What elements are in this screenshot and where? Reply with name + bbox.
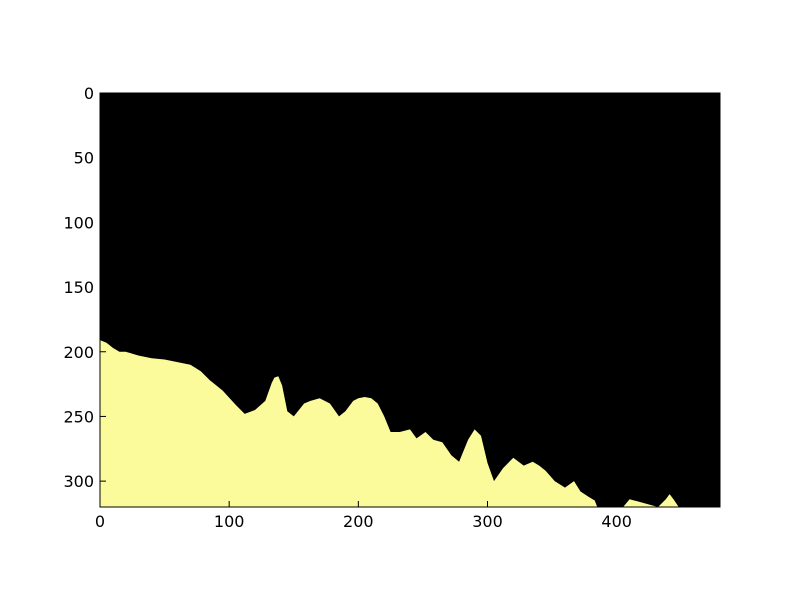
x-tick-label: 100 xyxy=(214,512,245,531)
y-tick-label: 0 xyxy=(84,84,94,103)
y-tick-label: 100 xyxy=(63,213,94,232)
y-axis: 0 50 100 150 200 250 300 xyxy=(63,84,720,491)
y-tick-label: 300 xyxy=(63,472,94,491)
y-tick-label: 150 xyxy=(63,278,94,297)
x-tick-label: 300 xyxy=(472,512,503,531)
x-tick-label: 0 xyxy=(95,512,105,531)
x-tick-label: 200 xyxy=(343,512,374,531)
foreground-mask-region xyxy=(100,340,720,507)
y-tick-label: 200 xyxy=(63,343,94,362)
x-axis: 0 100 200 300 400 xyxy=(95,93,632,531)
axes-frame xyxy=(99,92,721,508)
y-tick-label: 250 xyxy=(63,407,94,426)
plot-area xyxy=(99,92,721,508)
x-tick-label: 400 xyxy=(601,512,632,531)
y-tick-label: 50 xyxy=(74,149,94,168)
